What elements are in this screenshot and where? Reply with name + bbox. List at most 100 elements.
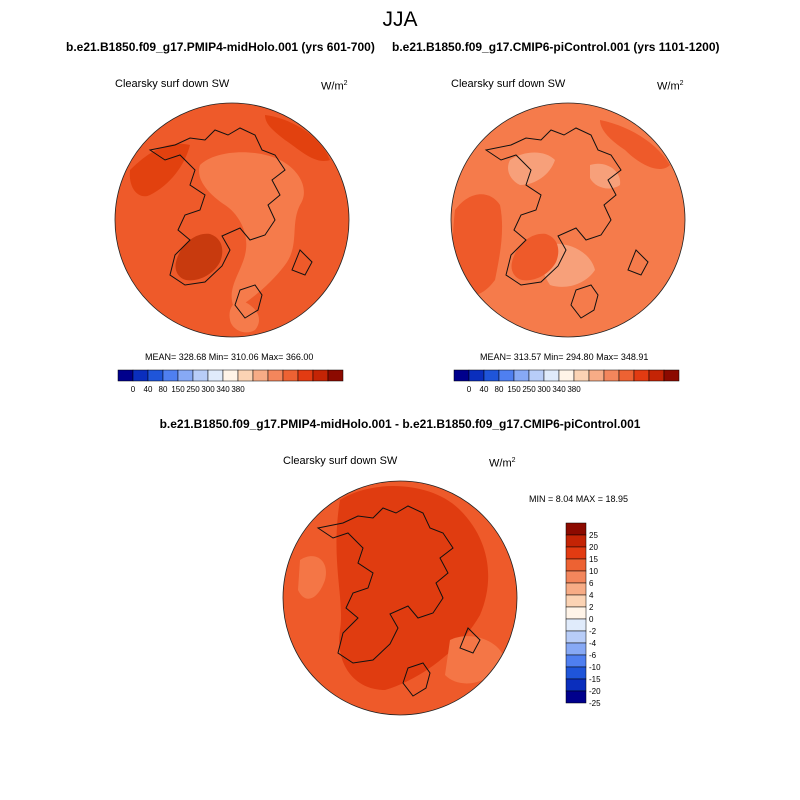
right-units: W/m2 [657, 80, 684, 93]
colorbar-swatch [132, 369, 149, 382]
left-stats: MEAN= 328.68 Min= 310.06 Max= 366.00 [145, 352, 314, 362]
colorbar-swatch [252, 369, 269, 382]
right-map-greenland [511, 233, 559, 281]
colorbar-tick-label: 40 [480, 385, 489, 394]
colorbar-swatch [222, 369, 239, 382]
difference-title: b.e21.B1850.f09_g17.PMIP4-midHolo.001 - … [159, 417, 641, 431]
colorbar-swatch [327, 369, 344, 382]
right-case-title: b.e21.B1850.f09_g17.CMIP6-piControl.001 … [392, 40, 720, 54]
left-map-border [114, 102, 350, 338]
right-map-border [450, 102, 686, 338]
colorbar-swatch [565, 546, 587, 560]
colorbar-tick-label: 6 [589, 579, 594, 588]
left-map-darker-region [265, 115, 330, 161]
colorbar-tick-label: 80 [495, 385, 504, 394]
left-polar-map [114, 102, 350, 338]
diff-map-dark-region [336, 486, 489, 690]
colorbar-tick-label: 0 [131, 385, 136, 394]
colorbar-tick-label: 20 [589, 543, 598, 552]
colorbar-tick-label: 380 [231, 385, 245, 394]
colorbar-swatch [565, 594, 587, 608]
colorbar-tick-label: 4 [589, 591, 594, 600]
colorbar-swatch [565, 582, 587, 596]
left-variable-label: Clearsky surf down SW [115, 78, 230, 90]
colorbar-swatch [618, 369, 635, 382]
colorbar-swatch [177, 369, 194, 382]
colorbar-tick-label: 0 [467, 385, 472, 394]
colorbar-swatch [513, 369, 530, 382]
colorbar-swatch [558, 369, 575, 382]
colorbar-swatch [162, 369, 179, 382]
colorbar-swatch [565, 570, 587, 584]
right-map-base-region [452, 194, 503, 295]
colorbar-swatch [267, 369, 284, 382]
colorbar-swatch [237, 369, 254, 382]
difference-polar-map [282, 480, 518, 716]
colorbar-swatch [543, 369, 560, 382]
colorbar-tick-label: -15 [589, 675, 601, 684]
colorbar-swatch [282, 369, 299, 382]
colorbar-tick-label: 150 [507, 385, 521, 394]
right-variable-label: Clearsky surf down SW [451, 78, 566, 90]
colorbar-tick-label: 250 [186, 385, 200, 394]
colorbar-swatch [565, 558, 587, 572]
colorbar-swatch [207, 369, 224, 382]
colorbar-tick-label: 250 [522, 385, 536, 394]
colorbar-tick-label: -6 [589, 651, 597, 660]
colorbar-swatch [603, 369, 620, 382]
colorbar-swatch [633, 369, 650, 382]
colorbar-swatch [483, 369, 500, 382]
colorbar-swatch [453, 369, 470, 382]
right-map-lightest-region [590, 163, 621, 189]
right-map-lightest-region [508, 152, 555, 185]
diff-units: W/m2 [489, 457, 516, 470]
colorbar-tick-label: 150 [171, 385, 185, 394]
colorbar-swatch [588, 369, 605, 382]
colorbar-swatch [312, 369, 329, 382]
colorbar-tick-label: -10 [589, 663, 601, 672]
colorbar-swatch [565, 666, 587, 680]
colorbar-tick-label: 300 [201, 385, 215, 394]
colorbar-swatch [565, 606, 587, 620]
colorbar-swatch [565, 522, 587, 536]
colorbar-swatch [565, 618, 587, 632]
diff-map-light-region [298, 556, 326, 599]
left-units: W/m2 [321, 80, 348, 93]
right-map-coastline [484, 127, 622, 286]
colorbar-swatch [565, 534, 587, 548]
colorbar-swatch [663, 369, 680, 382]
colorbar-swatch [468, 369, 485, 382]
left-horizontal-colorbar: 0 40 80 150 250 300 340 380 [117, 369, 344, 394]
colorbar-tick-label: 40 [144, 385, 153, 394]
colorbar-swatch [498, 369, 515, 382]
diff-map-coastline [316, 505, 454, 664]
colorbar-tick-label: -4 [589, 639, 597, 648]
right-polar-map [450, 102, 686, 338]
diff-stats: MIN = 8.04 MAX = 18.95 [529, 494, 629, 504]
colorbar-swatch [648, 369, 665, 382]
colorbar-tick-label: 380 [567, 385, 581, 394]
colorbar-tick-label: 10 [589, 567, 598, 576]
colorbar-swatch [147, 369, 164, 382]
colorbar-tick-label: 0 [589, 615, 594, 624]
left-map-greenland [175, 233, 223, 281]
right-map-coastline [627, 249, 649, 276]
right-stats: MEAN= 313.57 Min= 294.80 Max= 348.91 [480, 352, 649, 362]
colorbar-tick-label: 15 [589, 555, 598, 564]
colorbar-swatch [192, 369, 209, 382]
colorbar-swatch [528, 369, 545, 382]
left-map-coastline [234, 284, 263, 319]
colorbar-swatch [297, 369, 314, 382]
colorbar-tick-label: -25 [589, 699, 601, 708]
colorbar-swatch [565, 630, 587, 644]
colorbar-swatch [565, 678, 587, 692]
diff-map-coastline [459, 627, 481, 654]
right-map-base-region [600, 120, 670, 170]
right-map-coastline [570, 284, 599, 319]
colorbar-tick-label: 2 [589, 603, 594, 612]
colorbar-swatch [565, 642, 587, 656]
left-case-title: b.e21.B1850.f09_g17.PMIP4-midHolo.001 (y… [66, 40, 375, 54]
left-map-coastline [291, 249, 313, 276]
